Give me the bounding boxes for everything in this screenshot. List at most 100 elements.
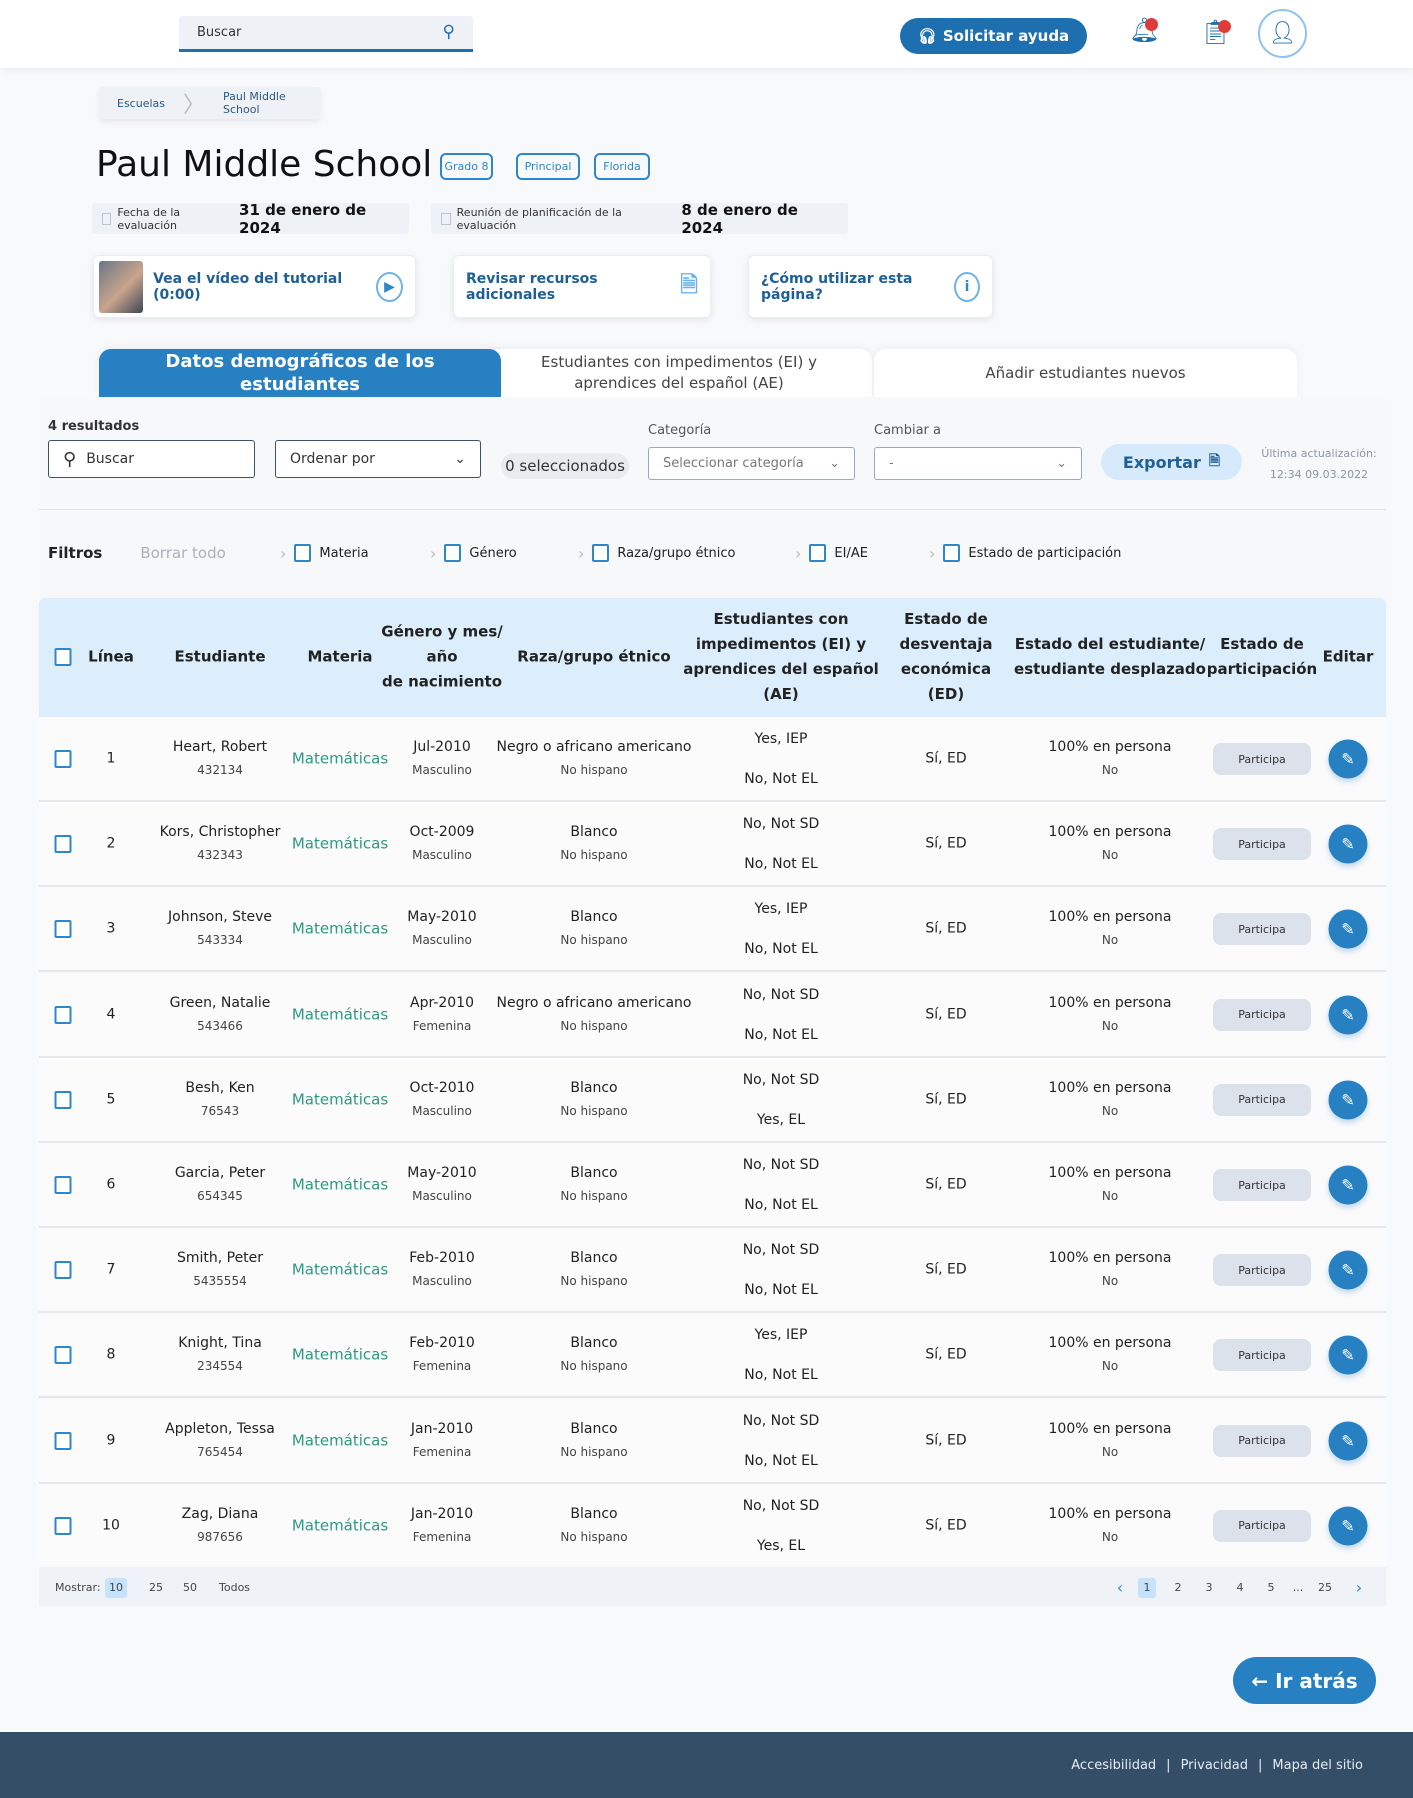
student-status-sub: No [1101, 1444, 1119, 1459]
page-5[interactable]: 5 [1267, 1581, 1275, 1594]
change-to-select[interactable]: - ⌄ [874, 447, 1082, 480]
breadcrumb-schools[interactable]: Escuelas [117, 96, 165, 110]
footer-link-privacy[interactable]: Privacidad [1180, 1757, 1249, 1773]
page-4[interactable]: 4 [1236, 1581, 1244, 1594]
race-ethnicity: Blanco No hispano [560, 906, 627, 952]
top-header: Buscar ⚲ 🎧︎ Solicitar ayuda 🔔︎ 📋︎ 👤︎ [0, 0, 1413, 68]
subject-link[interactable]: Matemáticas [292, 1429, 388, 1452]
footer-link-accessibility[interactable]: Accesibilidad [1071, 1757, 1157, 1773]
row-checkbox[interactable] [54, 1005, 72, 1024]
table-search-input[interactable]: ⚲ Buscar [48, 440, 255, 478]
clear-all-link[interactable]: Borrar todo [140, 544, 226, 562]
race-ethnicity-main: Negro o africano americano [496, 739, 692, 755]
row-checkbox[interactable] [54, 1516, 72, 1535]
edit-button[interactable]: ✎ [1328, 1335, 1368, 1375]
chevron-right-icon: 〉 [183, 93, 206, 118]
edit-button[interactable]: ✎ [1328, 1250, 1368, 1290]
page-size-Todos[interactable]: Todos [219, 1581, 251, 1594]
filter-race[interactable]: › Raza/grupo étnico [578, 540, 736, 566]
tab-ei-ae[interactable]: Estudiantes con impedimentos (EI) y apre… [486, 349, 872, 397]
filter-participation[interactable]: › Estado de participación [929, 540, 1121, 566]
race-ethnicity-sub: No hispano [560, 1189, 628, 1203]
ed-status: Sí, ED [925, 833, 966, 856]
page-size-10[interactable]: 10 [105, 1578, 127, 1598]
filter-gender[interactable]: › Género [430, 540, 517, 566]
resources-card[interactable]: Revisar recursos adicionales 🗎︎ [453, 255, 711, 318]
tab-label: Añadir estudiantes nuevos [985, 363, 1186, 382]
search-icon[interactable]: ⚲ [442, 22, 455, 42]
next-page-icon[interactable]: › [1355, 1578, 1363, 1597]
edit-button[interactable]: ✎ [1328, 909, 1368, 949]
edit-button[interactable]: ✎ [1328, 1506, 1368, 1546]
tab-demographics[interactable]: Datos demográficos de los estudiantes [99, 349, 501, 397]
footer-link-sitemap[interactable]: Mapa del sitio [1272, 1757, 1363, 1773]
student-status-main: 100% en persona [1048, 994, 1172, 1011]
go-back-button[interactable]: ← Ir atrás [1233, 1657, 1376, 1704]
ed-status: Sí, ED [925, 1088, 966, 1111]
sort-select[interactable]: Ordenar por ⌄ [275, 440, 481, 478]
select-all-checkbox[interactable] [54, 648, 72, 666]
edit-button[interactable]: ✎ [1328, 739, 1368, 779]
page-1[interactable]: 1 [1138, 1578, 1156, 1598]
subject-link[interactable]: Matemáticas [292, 748, 388, 771]
line-number-main: 3 [106, 920, 116, 937]
student-name: Green, Natalie 543466 [170, 992, 271, 1038]
page-size-25[interactable]: 25 [149, 1581, 163, 1594]
edit-button[interactable]: ✎ [1328, 1421, 1368, 1461]
ei-value: Yes, IEP [754, 731, 808, 747]
tutorial-video-card[interactable]: Vea el vídeo del tutorial (0:00) ▶ [93, 255, 416, 318]
edit-button[interactable]: ✎ [1328, 995, 1368, 1035]
page-25[interactable]: 25 [1318, 1581, 1332, 1594]
birth-date-sub: Femenina [412, 1018, 472, 1033]
edit-button[interactable]: ✎ [1328, 824, 1368, 864]
subject-link[interactable]: Matemáticas [292, 918, 388, 941]
how-to-card[interactable]: ¿Cómo utilizar esta página? i [748, 255, 993, 318]
student-status: 100% en persona No [1049, 1332, 1172, 1378]
page-size-50[interactable]: 50 [183, 1581, 197, 1594]
row-checkbox[interactable] [54, 835, 72, 854]
edit-button[interactable]: ✎ [1328, 1165, 1368, 1205]
edit-button[interactable]: ✎ [1328, 1080, 1368, 1120]
ed-status-main: Sí, ED [925, 1261, 967, 1278]
checkbox[interactable] [444, 544, 462, 562]
row-checkbox[interactable] [54, 920, 72, 939]
export-button[interactable]: Exportar 🗎︎ [1101, 444, 1242, 480]
document-search-icon: 🗎︎ [680, 272, 698, 298]
filter-subject[interactable]: › Materia [280, 540, 369, 566]
subject-link[interactable]: Matemáticas [292, 1344, 388, 1367]
help-label: Solicitar ayuda [942, 27, 1070, 45]
checkbox[interactable] [592, 544, 610, 562]
subject-link[interactable]: Matemáticas [292, 1259, 388, 1282]
ei-ae-status: No, Not SD No, Not EL [743, 975, 820, 1055]
checkbox[interactable] [294, 544, 312, 562]
row-checkbox[interactable] [54, 1261, 72, 1280]
subject-link[interactable]: Matemáticas [292, 1003, 388, 1026]
row-checkbox[interactable] [54, 1431, 72, 1450]
tab-add-students[interactable]: Añadir estudiantes nuevos [874, 349, 1297, 397]
category-select[interactable]: Seleccionar categoría ⌄ [648, 447, 855, 480]
row-checkbox[interactable] [54, 1346, 72, 1365]
user-avatar[interactable]: 👤︎ [1258, 9, 1307, 58]
checkbox[interactable] [809, 544, 827, 562]
subject-link[interactable]: Matemáticas [292, 1088, 388, 1111]
request-help-button[interactable]: 🎧︎ Solicitar ayuda [900, 18, 1087, 54]
subject-link[interactable]: Matemáticas [292, 833, 388, 856]
filter-ei-ae[interactable]: › EI/AE [795, 540, 868, 566]
page-3[interactable]: 3 [1205, 1581, 1213, 1594]
global-search-input[interactable]: Buscar ⚲ [179, 16, 473, 52]
last-updated: Última actualización: 12:34 09.03.2022 [1258, 443, 1380, 485]
subject-link[interactable]: Matemáticas [292, 1514, 388, 1537]
checkbox[interactable] [943, 544, 961, 562]
subject-link-main: Matemáticas [291, 919, 389, 938]
page-2[interactable]: 2 [1174, 1581, 1182, 1594]
row-checkbox[interactable] [54, 750, 72, 768]
row-checkbox[interactable] [54, 1090, 72, 1109]
bell-icon[interactable]: 🔔︎ [1129, 16, 1160, 44]
student-status: 100% en persona No [1049, 1247, 1172, 1293]
info-icon: i [954, 271, 980, 302]
clipboard-icon[interactable]: 📋︎ [1200, 18, 1231, 46]
planning-meeting-date: Reunión de planificación de la evaluació… [431, 201, 848, 237]
subject-link[interactable]: Matemáticas [292, 1174, 388, 1197]
row-checkbox[interactable] [54, 1176, 72, 1194]
prev-page-icon[interactable]: ‹ [1116, 1578, 1124, 1597]
